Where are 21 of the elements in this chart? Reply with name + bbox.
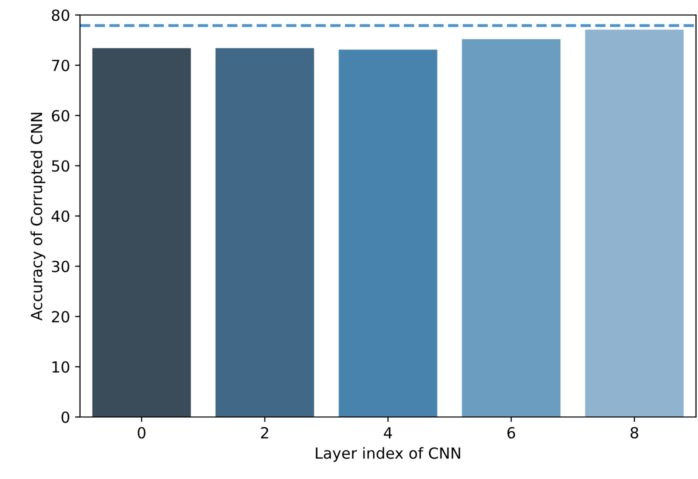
x-axis-title: Layer index of CNN [316, 447, 460, 462]
y-tick-label: 80 [52, 9, 70, 22]
y-tick-label: 70 [52, 60, 70, 72]
y-tick-label: 50 [52, 160, 70, 172]
x-tick-label: 0 [138, 426, 146, 439]
bar [585, 30, 684, 417]
y-tick-label: 40 [52, 210, 70, 222]
x-tick-label: 8 [630, 426, 638, 439]
y-tick-label: 0 [62, 411, 70, 424]
y-tick-label: 30 [52, 260, 70, 272]
bar [462, 39, 560, 417]
y-tick-label: 20 [52, 310, 70, 323]
bar [338, 50, 438, 417]
bar [216, 48, 314, 417]
x-tick-label: 4 [384, 427, 392, 438]
x-tick-label: 2 [261, 426, 268, 438]
y-tick-label: 60 [52, 110, 70, 122]
y-axis-title: Accuracy of Corrupted CNN [30, 112, 46, 321]
y-tick-label: 10 [52, 361, 70, 373]
x-tick-label: 6 [507, 426, 516, 439]
bar [92, 48, 191, 417]
